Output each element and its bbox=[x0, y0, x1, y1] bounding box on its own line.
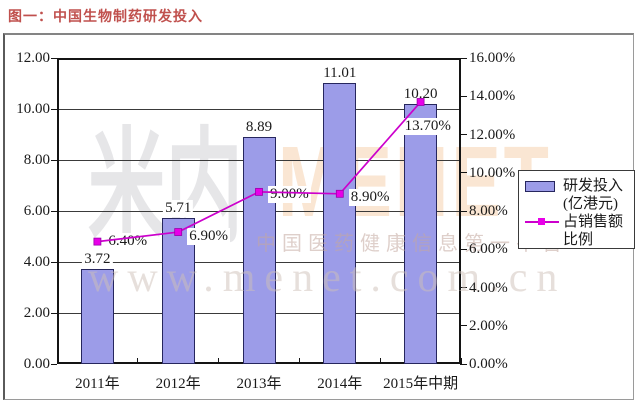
right-axis-tick-label: 10.00% bbox=[469, 164, 516, 181]
right-axis-tick bbox=[460, 210, 467, 212]
chart-legend: 研发投入 (亿港元) 占销售额 比例 bbox=[518, 170, 635, 249]
bar-value-label: 3.72 bbox=[82, 251, 113, 269]
x-axis-tick bbox=[298, 358, 300, 364]
x-axis-category-label: 2015年中期 bbox=[383, 376, 459, 392]
line-point-label: 6.40% bbox=[106, 232, 150, 250]
right-axis-tick bbox=[460, 134, 467, 135]
bar-2011年 bbox=[80, 269, 114, 364]
bar-series-swatch-icon bbox=[525, 181, 555, 192]
left-axis-tick-label: 2.00 bbox=[23, 305, 50, 321]
left-axis-tick-label: 0.00 bbox=[23, 356, 50, 372]
left-axis-tick bbox=[51, 108, 57, 110]
left-axis-tick-label: 8.00 bbox=[23, 152, 50, 168]
legend-item-sales-ratio: 占销售额 比例 bbox=[525, 213, 630, 249]
line-point-label: 6.90% bbox=[187, 228, 230, 246]
left-axis-tick bbox=[51, 159, 57, 161]
left-axis-tick bbox=[51, 261, 57, 263]
legend-label: 研发投入 bbox=[563, 178, 624, 194]
left-axis-tick bbox=[51, 210, 57, 212]
right-axis-tick-label: 4.00% bbox=[469, 279, 508, 296]
right-axis-tick bbox=[460, 57, 467, 59]
legend-item-rd-investment: 研发投入 (亿港元) bbox=[525, 177, 630, 213]
left-axis-tick-label: 4.00 bbox=[23, 254, 50, 270]
bar-value-label: 11.01 bbox=[321, 65, 359, 83]
x-axis-category-label: 2011年 bbox=[75, 376, 120, 392]
right-axis-tick bbox=[460, 248, 467, 250]
x-axis-tick bbox=[460, 358, 462, 364]
left-axis-tick-label: 12.00 bbox=[16, 50, 50, 66]
right-axis-tick bbox=[460, 325, 467, 327]
x-axis-category-label: 2012年 bbox=[155, 376, 201, 392]
right-axis-tick-label: 2.00% bbox=[469, 317, 508, 334]
left-axis-tick-label: 10.00 bbox=[16, 101, 50, 117]
right-axis-tick-label: 0.00% bbox=[469, 356, 508, 372]
bar-2015年中期 bbox=[404, 103, 438, 364]
right-axis-tick-label: 8.00% bbox=[469, 203, 508, 219]
bar-value-label: 10.20 bbox=[401, 85, 440, 103]
right-axis-tick-label: 12.00% bbox=[469, 126, 516, 143]
bar-value-label: 8.89 bbox=[243, 119, 275, 137]
x-axis-tick bbox=[379, 358, 381, 364]
right-axis-tick-label: 16.00% bbox=[469, 50, 516, 66]
legend-label: 占销售额 bbox=[563, 214, 624, 230]
right-axis-tick bbox=[460, 95, 467, 97]
left-axis-tick bbox=[51, 312, 57, 314]
left-axis-tick bbox=[51, 57, 57, 59]
right-axis-tick-label: 6.00% bbox=[469, 241, 508, 258]
left-axis-tick-label: 6.00 bbox=[23, 203, 50, 219]
left-axis-tick bbox=[51, 363, 57, 365]
right-axis-tick bbox=[460, 363, 467, 365]
x-axis-tick bbox=[137, 358, 139, 364]
right-axis-tick bbox=[460, 287, 467, 288]
x-axis-tick bbox=[56, 358, 58, 364]
line-series-swatch-icon bbox=[525, 218, 559, 225]
x-axis-tick bbox=[218, 358, 220, 364]
legend-label-unit: (亿港元) bbox=[563, 196, 618, 212]
bar-2013年 bbox=[242, 137, 276, 364]
line-point-label: 13.70% bbox=[402, 117, 453, 135]
line-point-label: 8.90% bbox=[348, 188, 392, 206]
line-point-label: 9.00% bbox=[268, 185, 311, 203]
bar-2014年 bbox=[323, 83, 357, 364]
right-axis-tick bbox=[460, 172, 467, 174]
chart-title: 图一：中国生物制药研发投入 bbox=[8, 10, 203, 25]
right-axis-tick-label: 14.00% bbox=[469, 88, 516, 105]
x-axis-category-label: 2013年 bbox=[236, 376, 282, 392]
legend-label-2: 比例 bbox=[563, 232, 594, 248]
bar-value-label: 5.71 bbox=[163, 200, 194, 218]
x-axis-category-label: 2014年 bbox=[317, 376, 363, 392]
